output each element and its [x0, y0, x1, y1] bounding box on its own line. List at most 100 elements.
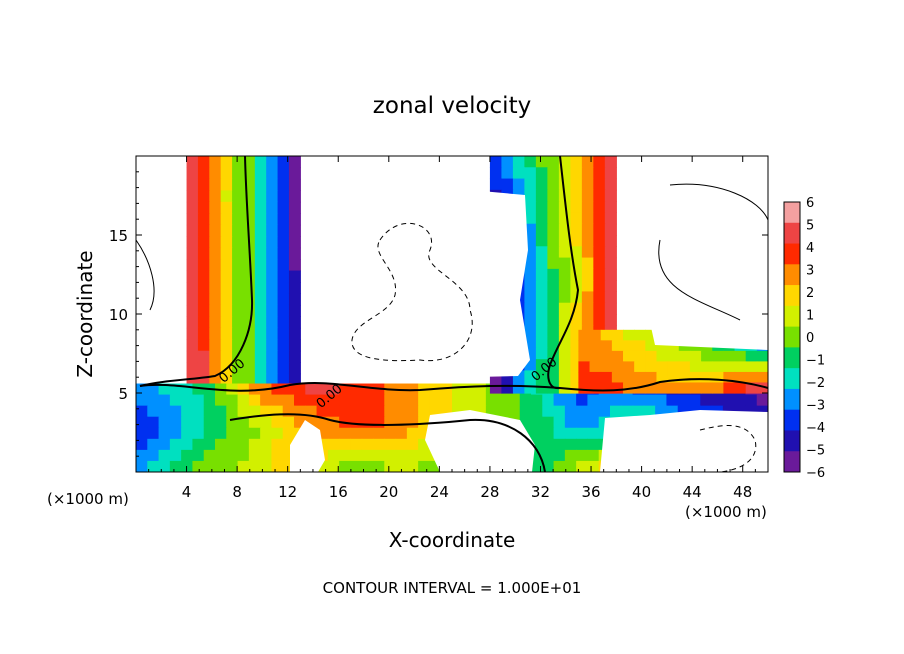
field-cell	[558, 280, 571, 293]
field-cell	[277, 167, 290, 180]
field-cell	[547, 257, 560, 270]
field-cell	[558, 302, 571, 315]
field-cell	[260, 438, 273, 451]
field-cell	[237, 405, 250, 418]
field-cell	[232, 373, 245, 386]
field-cell	[604, 246, 617, 259]
field-cell	[384, 416, 397, 429]
field-cell	[542, 416, 555, 429]
field-cell	[169, 405, 182, 418]
field-cell	[689, 371, 702, 384]
field-cell	[254, 362, 267, 375]
field-cell	[373, 449, 385, 462]
field-cell	[485, 394, 498, 407]
field-cell	[266, 339, 279, 352]
field-cell	[361, 416, 374, 429]
field-cell	[248, 438, 261, 451]
field-cell	[667, 340, 680, 352]
field-cell	[406, 438, 419, 451]
field-cell	[197, 224, 210, 237]
field-cell	[271, 438, 284, 451]
field-cell	[277, 373, 290, 386]
field-cell	[689, 350, 702, 362]
field-cell	[339, 460, 352, 472]
field-cell	[558, 178, 571, 191]
field-cell	[147, 405, 160, 418]
field-cell	[564, 449, 577, 462]
field-cell	[373, 405, 385, 418]
colorbar-label: 3	[806, 264, 814, 279]
field-cell	[158, 438, 171, 451]
field-cell	[558, 223, 571, 236]
x-unit-right: (×1000 m)	[685, 503, 767, 521]
field-cell	[406, 449, 419, 462]
field-cell	[501, 167, 514, 180]
field-cell	[634, 350, 646, 362]
field-cell	[266, 327, 279, 340]
field-cell	[547, 223, 560, 236]
field-cell	[524, 268, 537, 281]
field-cell	[282, 394, 295, 407]
field-cell	[373, 460, 385, 472]
field-cell	[232, 270, 245, 283]
field-cell	[756, 382, 768, 394]
field-cell	[232, 339, 245, 352]
field-cell	[181, 460, 194, 472]
field-cell	[604, 235, 617, 247]
colorbar-label: 0	[806, 331, 814, 346]
field-cell	[712, 361, 724, 373]
field-cell	[593, 257, 606, 270]
field-cell	[243, 373, 256, 386]
field-cell	[406, 460, 419, 472]
field-cell	[547, 302, 560, 315]
field-cell	[677, 405, 690, 418]
field-cell	[254, 304, 267, 317]
field-cell	[192, 438, 205, 451]
field-cell	[186, 350, 199, 363]
field-cell	[197, 327, 210, 340]
field-cell	[305, 416, 318, 429]
field-cell	[593, 167, 606, 180]
field-cell	[547, 325, 560, 338]
field-cell	[587, 405, 600, 418]
field-cell	[361, 460, 374, 472]
field-cell	[593, 178, 606, 191]
field-cell	[587, 427, 600, 440]
field-cell	[600, 340, 613, 352]
field-cell	[350, 405, 363, 418]
field-cell	[593, 189, 606, 202]
field-cell	[632, 394, 645, 407]
field-cell	[700, 394, 713, 407]
field-cell	[186, 156, 199, 169]
field-cell	[186, 190, 199, 203]
field-cell	[136, 416, 148, 429]
colorbar-label: −2	[806, 376, 825, 391]
field-cell	[524, 314, 537, 326]
field-cell	[232, 293, 245, 306]
field-cell	[277, 201, 290, 214]
field-cell	[271, 383, 284, 396]
field-cell	[576, 394, 589, 407]
field-cell	[384, 427, 397, 440]
field-cell	[643, 405, 656, 418]
field-cell	[215, 416, 227, 429]
field-cell	[266, 224, 279, 237]
colorbar-swatch	[784, 285, 800, 307]
field-cell	[288, 224, 301, 237]
field-cell	[535, 280, 548, 293]
field-cell	[197, 247, 210, 260]
field-cell	[712, 350, 724, 362]
field-cell	[209, 201, 222, 214]
field-cell	[282, 383, 295, 396]
field-cell	[147, 438, 160, 451]
field-cell	[226, 460, 239, 472]
colorbar-swatch	[784, 243, 800, 265]
field-cell	[186, 201, 199, 214]
field-cell	[604, 178, 617, 191]
field-cell	[186, 339, 199, 352]
field-cell	[197, 190, 210, 203]
field-cell	[634, 329, 646, 341]
field-cell	[558, 291, 571, 304]
field-cell	[197, 362, 210, 375]
field-cell	[186, 247, 199, 260]
